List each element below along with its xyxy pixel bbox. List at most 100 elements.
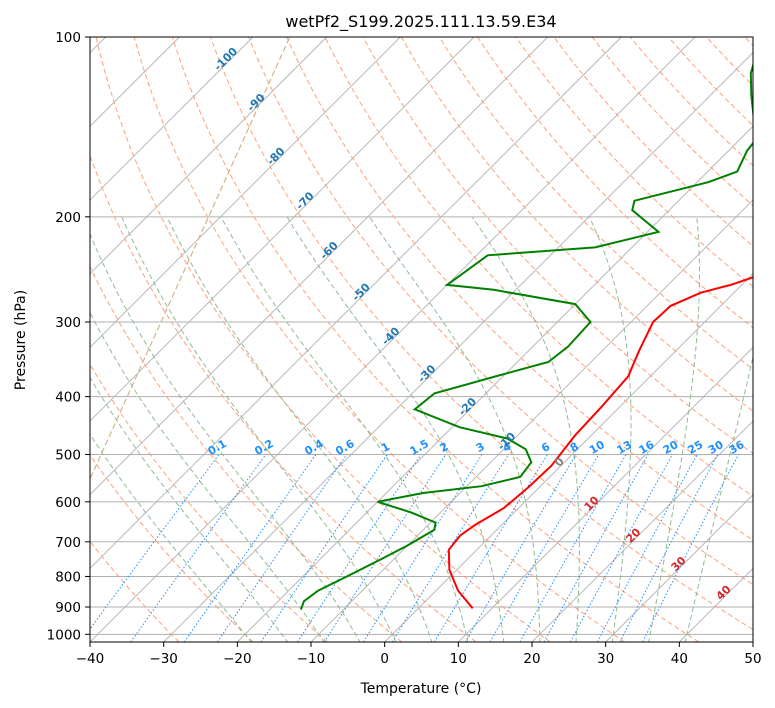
isotherm-line [90,37,254,201]
mixing-ratio-line [543,454,649,642]
isotherm-label: -60 [318,239,341,262]
isotherm-label: 10 [582,493,602,513]
y-tick-label: 600 [55,495,81,511]
dry-adiabat-line [95,37,551,642]
isotherm-line [90,37,622,569]
isotherm-line [90,37,327,275]
mixing-ratio-line [216,454,348,642]
isotherm-label: 40 [714,582,734,602]
dry-adiabat-line [90,265,403,642]
mixing-ratio-label: 1 [379,440,392,455]
isotherm-line [310,199,753,642]
dry-adiabat-line [477,37,753,329]
dry-adiabat-line [210,37,753,631]
dry-adiabat-line [553,37,753,247]
isotherm-label: -20 [456,395,479,418]
moist-adiabat-line [684,354,753,642]
isotherm-line [90,37,696,642]
isotherm-line [90,37,401,348]
mixing-ratio-line [323,454,447,642]
x-tick-label: −10 [297,651,326,667]
axes: −40 −30 −20 −10 0 10 20 30 40 50 100 200 300 400 500 60… [47,30,762,667]
dry-adiabat-line [171,37,700,642]
isotherm-line [679,567,753,642]
x-tick-label: 50 [744,651,761,667]
dry-adiabat-line [248,37,753,586]
y-axis-label: Pressure (hPa) [13,290,29,390]
isotherm-line [90,37,548,496]
mixing-ratio-label: 3 [474,440,487,455]
y-tick-label: 100 [55,30,81,46]
mixing-ratio-line [596,454,698,642]
moist-adiabat-line [90,376,289,642]
moist-adiabat-line [90,433,252,642]
mixing-ratio-line [130,454,267,642]
mixing-ratio-line [297,454,422,642]
moist-adiabat-line [369,216,541,642]
isotherm-line [384,273,753,642]
x-tick-label: −20 [223,651,252,667]
mixing-ratio-line [569,454,673,642]
mixing-ratio-line [362,454,483,642]
isotherm-label: -100 [211,45,240,74]
isotherm-line [163,52,753,642]
x-tick-label: 10 [450,651,467,667]
mixing-ratio-line [519,454,627,642]
plot-area [90,37,753,642]
isotherm-label: 30 [669,554,689,574]
temperature-profile-line [447,276,753,610]
chart-title: wetPf2_S199.2025.111.13.59.E34 [285,12,556,32]
x-tick-label: 30 [597,651,614,667]
isotherm-label: -70 [293,189,316,212]
y-tick-label: 900 [55,600,81,616]
dry-adiabat-line [362,37,753,455]
dry-adiabat-line [706,37,753,87]
y-tick-label: 1000 [47,627,81,643]
moist-adiabat-line [90,232,361,642]
y-tick-label: 400 [55,390,81,406]
dry-adiabat-line [629,37,753,167]
isotherm-line [458,346,753,642]
dry-adiabat-line [515,37,753,288]
moist-adiabat-line [166,216,433,642]
mixing-ratio-line [90,454,220,630]
isotherm-line [90,37,475,422]
mixing-ratio-line [260,454,388,642]
dry-adiabat-line [668,37,753,127]
x-tick-label: 0 [380,651,389,667]
mixing-ratio-line [489,454,600,642]
mixing-ratio-line [619,454,719,642]
dewpoint-profile-line [300,62,753,610]
dry-adiabat-line [90,153,477,642]
x-tick-label: −30 [149,651,178,667]
y-tick-label: 200 [55,210,81,226]
x-axis-label: Temperature (°C) [360,681,482,697]
dry-adiabat-line [90,453,254,642]
y-tick-label: 500 [55,448,81,464]
dry-adiabat-line [286,37,753,541]
mixing-ratio-line [642,454,739,642]
y-tick-label: 800 [55,569,81,585]
isotherm-label: -80 [264,145,287,168]
isotherm-label: -40 [379,324,402,347]
plot-frame [89,36,754,643]
dry-adiabat-line [400,37,753,412]
dry-adiabat-line [744,37,753,47]
isotherm-line [531,420,753,642]
isotherm-label: 20 [623,525,643,545]
mixing-ratio-line [464,454,577,642]
x-tick-label: −40 [76,651,105,667]
x-tick-label: 40 [671,651,688,667]
ccl-reference-curve [90,37,291,481]
dry-adiabat-line [324,37,753,498]
isotherm-label: -50 [350,280,373,303]
dry-adiabat-line [90,363,328,642]
moist-adiabat-line [286,216,505,642]
mixing-ratio-label: 2 [438,440,451,455]
moist-adiabat-line [471,216,580,642]
isotherm-line [605,494,753,642]
isotherm-label: -10 [495,430,518,453]
isotherm-label: -90 [245,91,268,114]
moist-adiabat-line [90,311,325,642]
